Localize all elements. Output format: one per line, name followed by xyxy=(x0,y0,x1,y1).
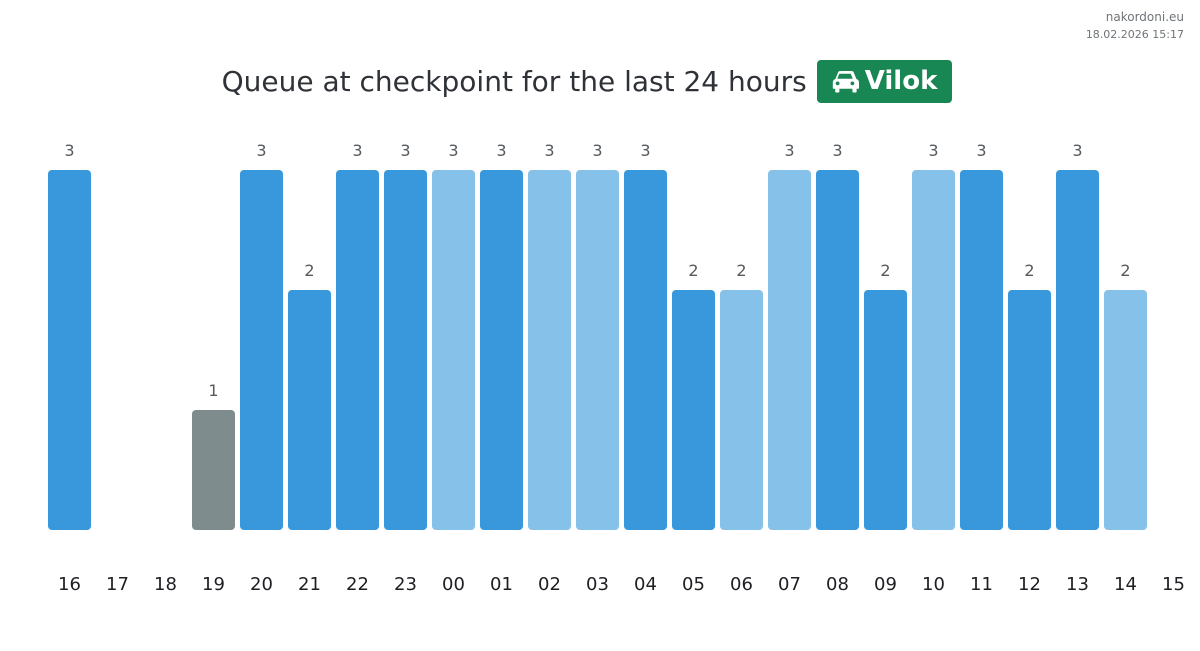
bar-02[interactable] xyxy=(528,170,571,530)
x-tick-label-19: 19 xyxy=(202,574,225,595)
title-row: Queue at checkpoint for the last 24 hour… xyxy=(0,59,1200,103)
x-tick-label-03: 03 xyxy=(586,574,609,595)
x-tick-label-09: 09 xyxy=(874,574,897,595)
bar-19[interactable] xyxy=(192,410,235,530)
x-tick-label-18: 18 xyxy=(154,574,177,595)
timestamp: 18.02.2026 15:17 xyxy=(1085,28,1184,41)
bar-01[interactable] xyxy=(480,170,523,530)
bar-value-label-13: 3 xyxy=(1072,141,1082,160)
x-tick-label-04: 04 xyxy=(634,574,657,595)
bar-10[interactable] xyxy=(912,170,955,530)
x-tick-label-15: 15 xyxy=(1162,574,1185,595)
bar-value-label-11: 3 xyxy=(976,141,986,160)
bar-03[interactable] xyxy=(576,170,619,530)
x-tick-label-17: 17 xyxy=(106,574,129,595)
car-icon xyxy=(831,69,859,93)
x-tick-label-16: 16 xyxy=(58,574,81,595)
x-tick-label-20: 20 xyxy=(250,574,273,595)
x-tick-label-14: 14 xyxy=(1114,574,1137,595)
bar-00[interactable] xyxy=(432,170,475,530)
bar-value-label-20: 3 xyxy=(256,141,266,160)
bar-20[interactable] xyxy=(240,170,283,530)
x-tick-label-07: 07 xyxy=(778,574,801,595)
bar-14[interactable] xyxy=(1104,290,1147,530)
bar-value-label-02: 3 xyxy=(544,141,554,160)
bar-16[interactable] xyxy=(48,170,91,530)
site-name: nakordoni.eu xyxy=(1105,10,1184,24)
badge-label: Vilok xyxy=(864,66,938,96)
bar-value-label-08: 3 xyxy=(832,141,842,160)
bar-value-label-07: 3 xyxy=(784,141,794,160)
bar-value-label-12: 2 xyxy=(1024,261,1034,280)
x-tick-label-12: 12 xyxy=(1018,574,1041,595)
x-tick-label-11: 11 xyxy=(970,574,993,595)
x-tick-label-06: 06 xyxy=(730,574,753,595)
bar-value-label-22: 3 xyxy=(352,141,362,160)
site-meta: nakordoni.eu 18.02.2026 15:17 xyxy=(1086,9,1184,43)
x-tick-label-00: 00 xyxy=(442,574,465,595)
x-tick-label-10: 10 xyxy=(922,574,945,595)
bar-13[interactable] xyxy=(1056,170,1099,530)
bar-value-label-05: 2 xyxy=(688,261,698,280)
bar-value-label-09: 2 xyxy=(880,261,890,280)
checkpoint-badge[interactable]: Vilok xyxy=(816,59,953,103)
x-tick-label-05: 05 xyxy=(682,574,705,595)
bar-value-label-03: 3 xyxy=(592,141,602,160)
bar-value-label-04: 3 xyxy=(640,141,650,160)
bar-value-label-23: 3 xyxy=(400,141,410,160)
bar-12[interactable] xyxy=(1008,290,1051,530)
bar-08[interactable] xyxy=(816,170,859,530)
bar-07[interactable] xyxy=(768,170,811,530)
bar-21[interactable] xyxy=(288,290,331,530)
bar-09[interactable] xyxy=(864,290,907,530)
x-tick-label-13: 13 xyxy=(1066,574,1089,595)
x-tick-label-08: 08 xyxy=(826,574,849,595)
bar-23[interactable] xyxy=(384,170,427,530)
bar-value-label-06: 2 xyxy=(736,261,746,280)
bar-04[interactable] xyxy=(624,170,667,530)
bar-05[interactable] xyxy=(672,290,715,530)
bar-value-label-14: 2 xyxy=(1120,261,1130,280)
chart-title: Queue at checkpoint for the last 24 hour… xyxy=(221,64,807,98)
bar-value-label-21: 2 xyxy=(304,261,314,280)
bar-value-label-16: 3 xyxy=(64,141,74,160)
bar-value-label-01: 3 xyxy=(496,141,506,160)
x-tick-label-22: 22 xyxy=(346,574,369,595)
bar-value-label-10: 3 xyxy=(928,141,938,160)
bar-06[interactable] xyxy=(720,290,763,530)
bar-11[interactable] xyxy=(960,170,1003,530)
x-tick-label-21: 21 xyxy=(298,574,321,595)
bar-value-label-19: 1 xyxy=(208,381,218,400)
x-tick-label-23: 23 xyxy=(394,574,417,595)
bar-22[interactable] xyxy=(336,170,379,530)
x-tick-label-01: 01 xyxy=(490,574,513,595)
x-tick-label-02: 02 xyxy=(538,574,561,595)
bar-value-label-00: 3 xyxy=(448,141,458,160)
